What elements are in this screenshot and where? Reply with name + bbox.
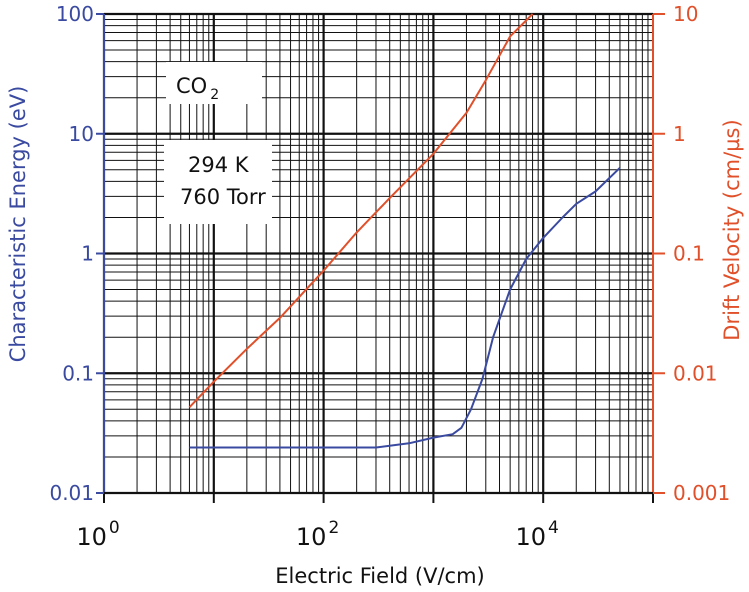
x-tick-label: 10 2 bbox=[296, 518, 339, 551]
y-left-tick-label: 0.01 bbox=[49, 481, 94, 505]
gas-label-box bbox=[166, 62, 262, 104]
series-line-right bbox=[188, 13, 534, 408]
y-axis-right-title: Drift Velocity (cm/µs) bbox=[720, 119, 744, 340]
x-tick-base: 10 bbox=[296, 523, 327, 551]
x-tick-label: 10 0 bbox=[76, 518, 119, 551]
x-tick-base: 10 bbox=[76, 523, 107, 551]
gas-main: CO bbox=[176, 74, 207, 98]
x-tick-base: 10 bbox=[516, 523, 547, 551]
x-tick-exponent: 0 bbox=[109, 518, 120, 538]
conditions-box bbox=[164, 140, 272, 224]
y-left-tick-label: 10 bbox=[69, 122, 94, 146]
x-tick-exponent: 2 bbox=[328, 518, 339, 538]
temperature-label: 294 K bbox=[188, 153, 250, 177]
y-right-tick-label: 0.001 bbox=[673, 481, 730, 505]
x-tick-label: 10 4 bbox=[516, 518, 559, 551]
y-right-tick-label: 0.1 bbox=[673, 242, 705, 266]
labels-layer: Electric Field (V/cm) Characteristic Ene… bbox=[6, 86, 744, 588]
annotations-layer: CO 2 294 K 760 Torr bbox=[164, 62, 272, 224]
gas-subscript: 2 bbox=[210, 87, 219, 103]
series-layer bbox=[188, 13, 621, 449]
y-right-tick-label: 1 bbox=[673, 122, 686, 146]
gas-label: CO 2 bbox=[176, 74, 219, 103]
pressure-label: 760 Torr bbox=[180, 185, 266, 209]
y-left-tick-label: 0.1 bbox=[62, 361, 94, 385]
y-left-tick-label: 1 bbox=[81, 242, 94, 266]
y-right-tick-label: 10 bbox=[673, 2, 698, 26]
x-axis-title: Electric Field (V/cm) bbox=[275, 564, 484, 588]
y-right-tick-label: 0.01 bbox=[673, 361, 718, 385]
series-line-left bbox=[189, 167, 621, 449]
x-tick-exponent: 4 bbox=[548, 518, 559, 538]
y-axis-left-title: Characteristic Energy (eV) bbox=[6, 86, 30, 363]
y-left-tick-label: 100 bbox=[56, 2, 94, 26]
